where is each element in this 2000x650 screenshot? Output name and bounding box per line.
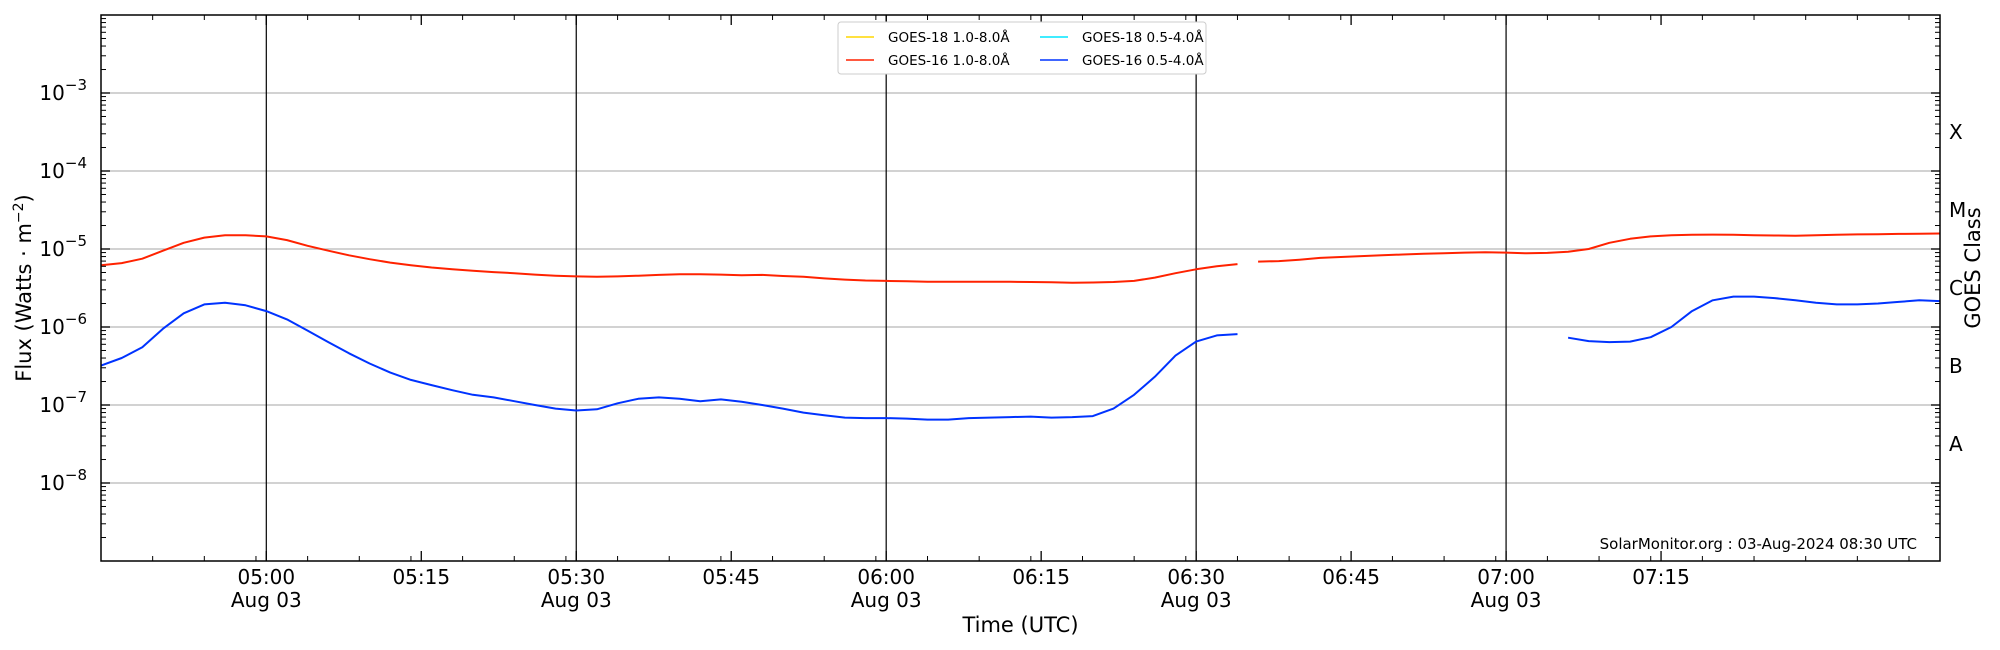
legend-label: GOES-18 1.0-8.0Å — [888, 29, 1010, 46]
goes-class-label: A — [1949, 432, 1963, 456]
y-tick-label-base: 10 — [39, 471, 64, 495]
y-tick-label-base: 10 — [39, 315, 64, 339]
x-tick-label-date: Aug 03 — [541, 588, 612, 612]
x-tick-label-time: 06:15 — [1012, 565, 1070, 589]
y-tick-label-exponent: −5 — [65, 232, 87, 250]
y-tick-label: 10−5 — [39, 232, 87, 261]
y-tick-label-base: 10 — [39, 81, 64, 105]
x-tick-label-date: Aug 03 — [1161, 588, 1232, 612]
x-axis-title: Time (UTC) — [961, 613, 1078, 637]
legend: GOES-18 1.0-8.0Å GOES-18 0.5-4.0Å GOES-16 … — [837, 21, 1207, 75]
y-tick-label-exponent: −8 — [65, 466, 87, 484]
y-tick-label-exponent: −7 — [65, 388, 87, 406]
legend-label: GOES-16 1.0-8.0Å — [888, 52, 1010, 69]
x-tick-label-time: 06:00 — [857, 565, 915, 589]
y-tick-label: 10−6 — [39, 310, 87, 339]
goes-class-labels: A B C M X — [1949, 120, 1966, 456]
x-tick-label-time: 06:45 — [1322, 565, 1380, 589]
series-goes16-short-line — [100, 301, 1238, 421]
goes-class-label: M — [1949, 198, 1966, 222]
x-tick-label-date: Aug 03 — [1471, 588, 1542, 612]
legend-label: GOES-16 0.5-4.0Å — [1082, 52, 1204, 69]
credit-text: SolarMonitor.org : 03-Aug-2024 08:30 UTC — [1600, 535, 1917, 553]
y-tick-label-exponent: −4 — [65, 154, 87, 172]
x-tick-label-date: Aug 03 — [231, 588, 302, 612]
y-tick-label: 10−4 — [39, 154, 87, 183]
goes-class-label: C — [1949, 276, 1963, 300]
x-tick-label-time: 05:30 — [547, 565, 605, 589]
y-tick-label-base: 10 — [39, 159, 64, 183]
y-axis-title: Flux (Watts · m−2) — [11, 194, 36, 382]
day-marker-lines — [265, 15, 1507, 561]
goes-class-label: B — [1949, 354, 1963, 378]
y-tick-label: 10−3 — [39, 76, 87, 105]
x-tick-label-date: Aug 03 — [851, 588, 922, 612]
grid-lines — [101, 92, 1940, 484]
goes-class-label: X — [1949, 120, 1963, 144]
series-goes16-long-line — [100, 234, 1238, 284]
x-tick-label-time: 06:30 — [1167, 565, 1225, 589]
y-tick-label-exponent: −3 — [65, 76, 87, 94]
y-tick-label: 10−8 — [39, 466, 87, 495]
series-goes16-long-line-segment — [1258, 232, 1941, 263]
y-axis-title-text: Flux (Watts · m — [12, 223, 36, 382]
x-tick-label-time: 05:15 — [392, 565, 450, 589]
y-tick-label-exponent: −6 — [65, 310, 87, 328]
y-axis-title-exponent: −2 — [11, 202, 27, 223]
series-lines — [100, 232, 1941, 421]
y-axis-title-close: ) — [12, 194, 36, 202]
plot-frame — [100, 14, 1941, 562]
legend-label: GOES-18 0.5-4.0Å — [1082, 29, 1204, 46]
y-tick-label-base: 10 — [39, 237, 64, 261]
x-tick-label-time: 07:00 — [1477, 565, 1535, 589]
y-tick-label: 10−7 — [39, 388, 87, 417]
x-tick-label-time: 05:45 — [702, 565, 760, 589]
series-goes16-short-line-segment — [1567, 295, 1941, 344]
legend-box — [837, 21, 1207, 75]
y-tick-label-base: 10 — [39, 393, 64, 417]
goes-class-axis-title: GOES Class — [1961, 207, 1985, 328]
x-tick-label-time: 05:00 — [237, 565, 295, 589]
x-tick-label-time: 07:15 — [1632, 565, 1690, 589]
